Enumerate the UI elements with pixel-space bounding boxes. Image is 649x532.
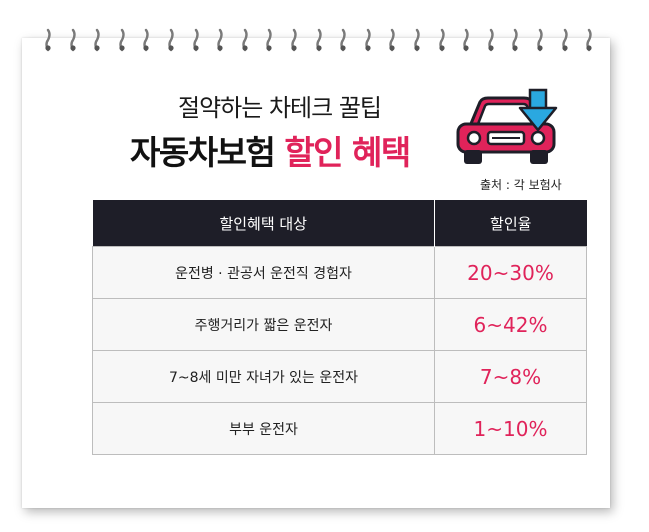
cell-target: 7~8세 미만 자녀가 있는 운전자	[92, 350, 435, 403]
notebook-ring-icon	[438, 28, 445, 52]
table-row: 7~8세 미만 자녀가 있는 운전자 7~8%	[92, 350, 587, 403]
notebook-ring-icon	[537, 28, 543, 52]
notebook-ring-icon	[561, 28, 568, 52]
page-title: 자동차보험 할인 혜택	[130, 126, 411, 174]
page-subtitle: 절약하는 차테크 꿀팁	[178, 94, 382, 122]
notebook-ring-icon	[291, 28, 297, 52]
notebook-ring-icon	[266, 28, 273, 52]
cell-rate: 7~8%	[434, 350, 587, 403]
notebook-ring-icon	[217, 28, 223, 52]
cell-target: 운전병 · 관공서 운전직 경험자	[92, 246, 435, 299]
car-icon	[456, 88, 558, 164]
cell-target: 부부 운전자	[92, 402, 435, 455]
notebook-ring-icon	[143, 28, 150, 52]
cell-rate: 1~10%	[434, 402, 587, 455]
header-rate: 할인율	[434, 200, 587, 247]
table-row: 부부 운전자 1~10%	[92, 402, 587, 455]
header-target: 할인혜택 대상	[92, 200, 435, 247]
notebook-ring-icon	[94, 28, 100, 52]
notebook-ring-icon	[340, 28, 346, 52]
title-main: 자동차보험	[130, 133, 276, 172]
notebook-ring-icon	[315, 28, 322, 52]
notebook-ring-icon	[586, 28, 592, 52]
down-arrow-icon	[518, 88, 558, 132]
table-row: 운전병 · 관공서 운전직 경험자 20~30%	[92, 246, 587, 299]
notebook-ring-icon	[512, 28, 519, 52]
cell-target: 주행거리가 짧은 운전자	[92, 298, 435, 351]
notebook-ring-icon	[45, 28, 51, 52]
discount-table: 할인혜택 대상 할인율 운전병 · 관공서 운전직 경험자 20~30% 주행거…	[92, 200, 587, 455]
notebook-ring-icon	[463, 28, 469, 52]
notebook-ring-icon	[168, 28, 174, 52]
notebook-ring-icon	[414, 28, 420, 52]
table-header-row: 할인혜택 대상 할인율	[92, 200, 587, 247]
notebook-ring-icon	[69, 28, 76, 52]
cell-rate: 6~42%	[434, 298, 587, 351]
notebook-rings	[0, 28, 649, 58]
notebook-ring-icon	[389, 28, 396, 52]
source-note: 출처 : 각 보험사	[480, 178, 562, 192]
notebook-ring-icon	[119, 28, 125, 52]
cell-rate: 20~30%	[434, 246, 587, 299]
notebook-ring-icon	[242, 28, 248, 52]
title-highlight: 할인 혜택	[284, 133, 411, 172]
notebook-ring-icon	[192, 28, 199, 52]
table-row: 주행거리가 짧은 운전자 6~42%	[92, 298, 587, 351]
notebook-ring-icon	[365, 28, 371, 52]
notebook-ring-icon	[488, 28, 494, 52]
